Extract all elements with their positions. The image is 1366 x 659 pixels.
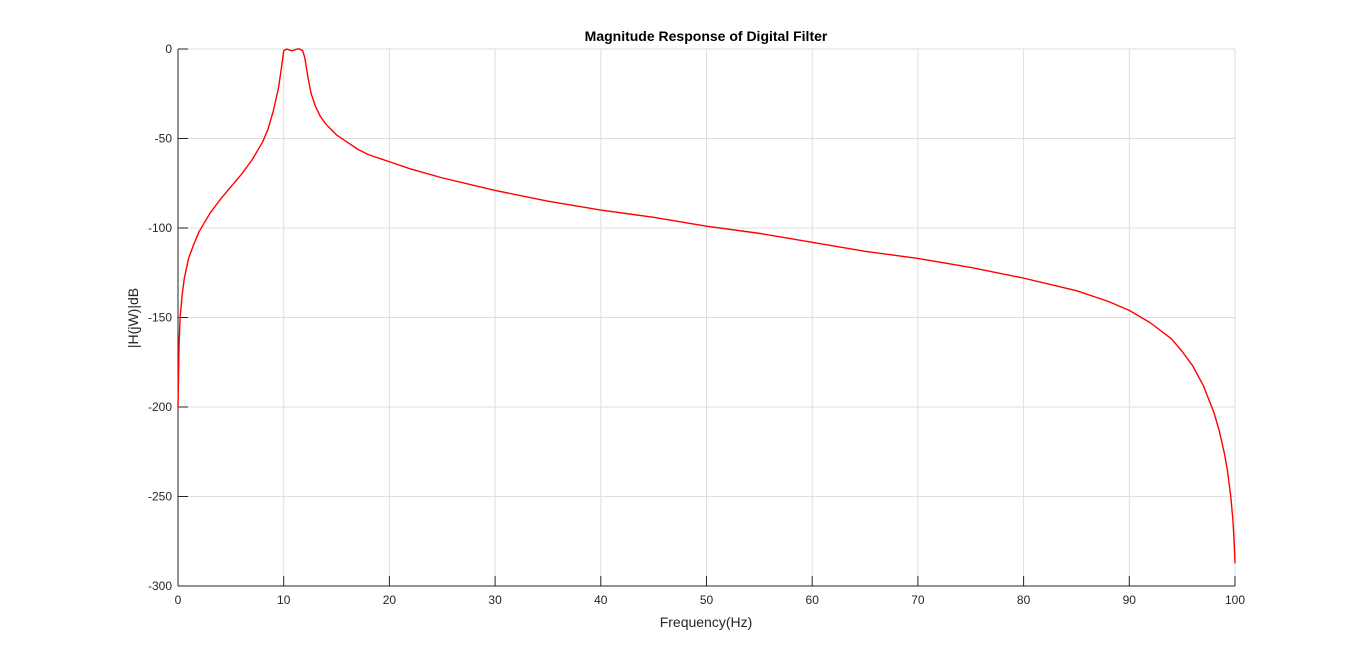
chart-title: Magnitude Response of Digital Filter [585, 28, 828, 44]
x-tick-label: 50 [700, 593, 714, 607]
x-tick-label: 0 [175, 593, 182, 607]
x-tick-label: 20 [383, 593, 397, 607]
x-tick-label: 80 [1017, 593, 1031, 607]
x-tick-label: 100 [1225, 593, 1245, 607]
y-tick-label: -100 [148, 221, 172, 235]
x-axis-label: Frequency(Hz) [660, 614, 753, 630]
x-tick-label: 70 [911, 593, 925, 607]
tick-labels: 0 10 20 30 40 50 60 70 80 90 100 0 -50 -100 -150 -200 -2… [148, 42, 1245, 607]
series-line-0 [177, 48, 1236, 564]
y-tick-label: -300 [148, 579, 172, 593]
y-axis-label: |H(jW)|dB [125, 288, 141, 348]
series-layer [177, 48, 1236, 564]
x-tick-label: 40 [594, 593, 608, 607]
x-tick-label: 10 [277, 593, 291, 607]
axes [177, 48, 1236, 587]
y-tick-label: -250 [148, 490, 172, 504]
y-tick-label: 0 [165, 42, 172, 56]
grid-lines [178, 49, 1235, 586]
x-tick-label: 90 [1123, 593, 1137, 607]
x-tick-label: 30 [488, 593, 502, 607]
y-tick-label: -50 [155, 132, 173, 146]
y-tick-label: -200 [148, 400, 172, 414]
x-tick-label: 60 [806, 593, 820, 607]
y-tick-label: -150 [148, 311, 172, 325]
